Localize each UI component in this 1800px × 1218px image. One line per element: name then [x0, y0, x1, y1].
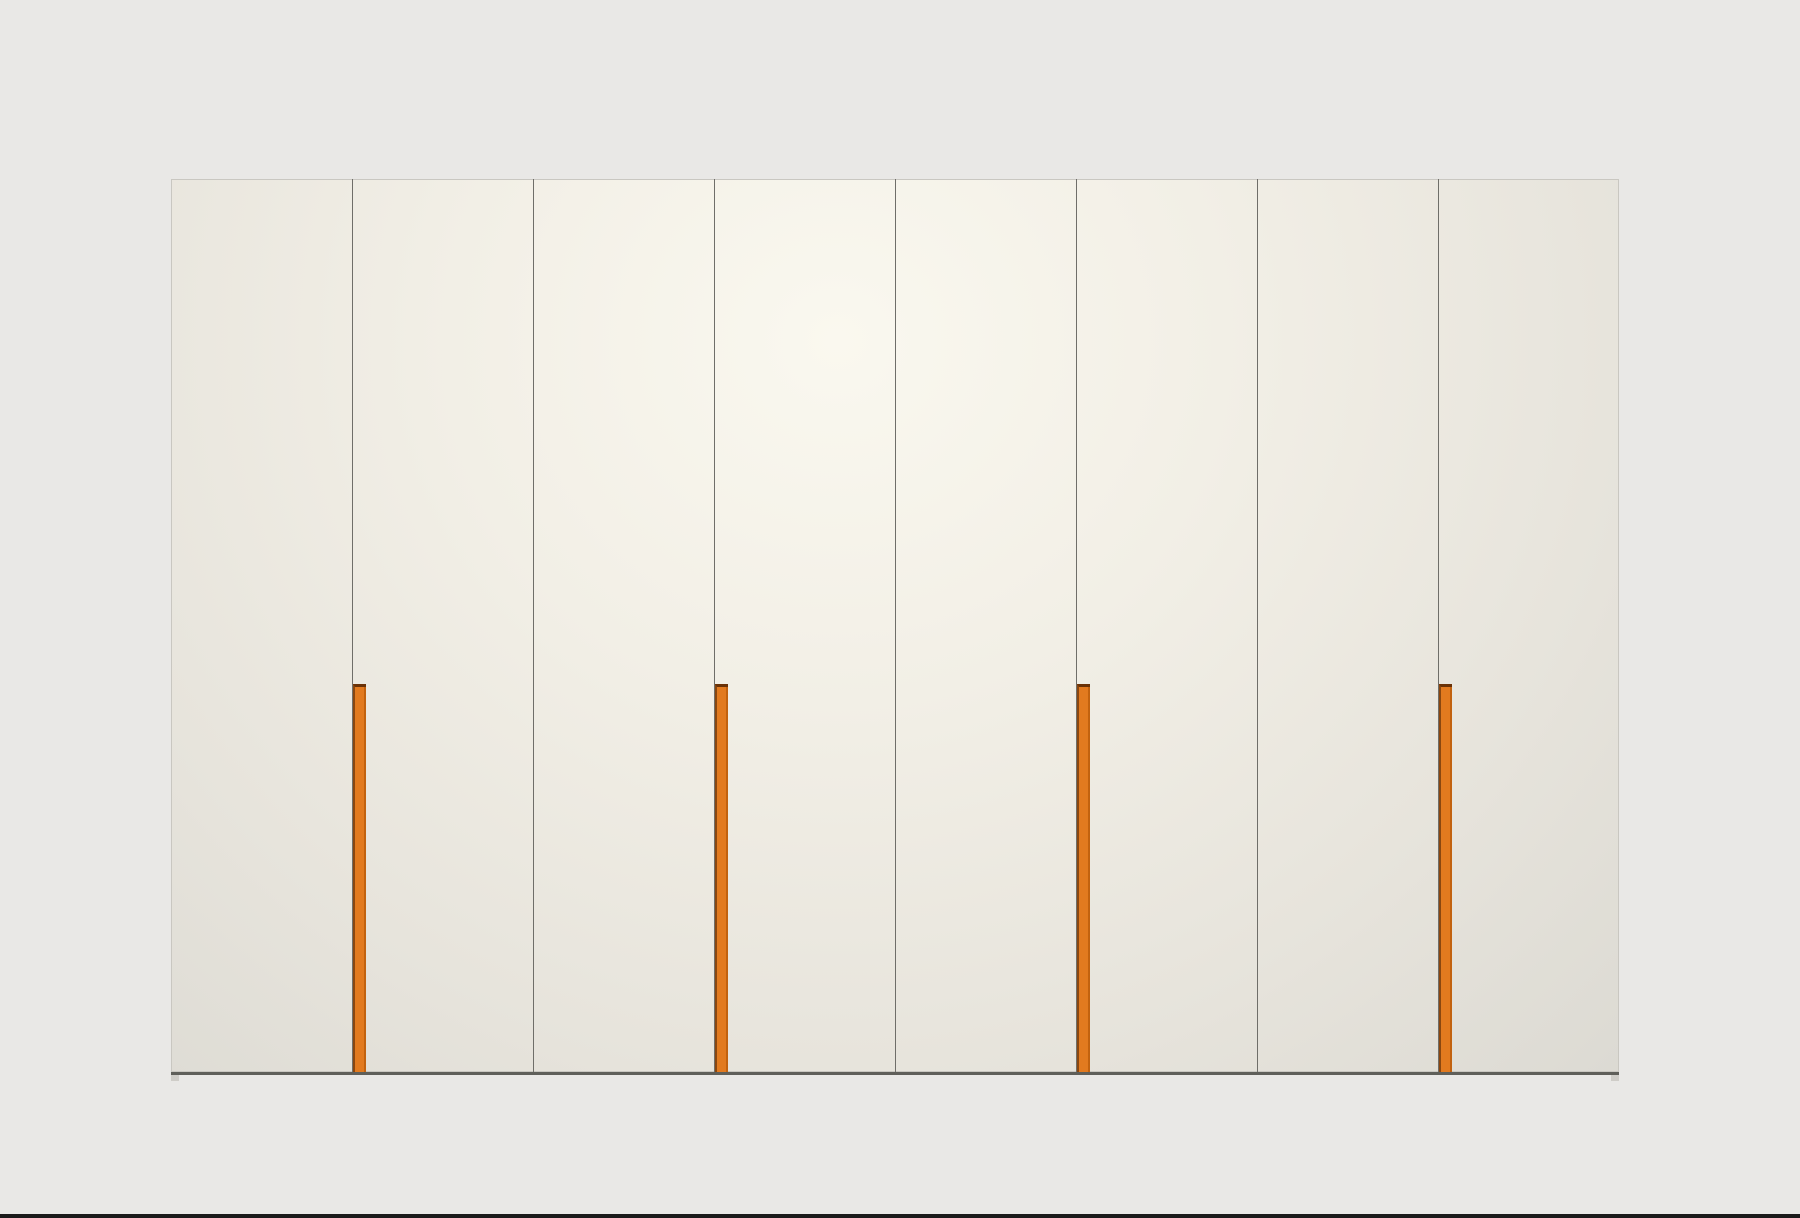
door-seam-4 [895, 179, 896, 1072]
wardrobe [171, 179, 1619, 1081]
bottom-edge-strip [0, 1214, 1800, 1218]
wardrobe-plinth [171, 1072, 1619, 1075]
door-seam-3 [714, 179, 715, 1072]
door-seam-5 [1076, 179, 1077, 1072]
door-handle-4 [1439, 684, 1452, 1072]
wardrobe-foot-right [1611, 1075, 1619, 1081]
door-handle-3 [1077, 684, 1090, 1072]
door-handle-2 [715, 684, 728, 1072]
door-seam-1 [352, 179, 353, 1072]
wardrobe-foot-left [171, 1075, 179, 1081]
door-seam-6 [1257, 179, 1258, 1072]
door-seam-2 [533, 179, 534, 1072]
door-handle-1 [353, 684, 366, 1072]
door-seam-7 [1438, 179, 1439, 1072]
